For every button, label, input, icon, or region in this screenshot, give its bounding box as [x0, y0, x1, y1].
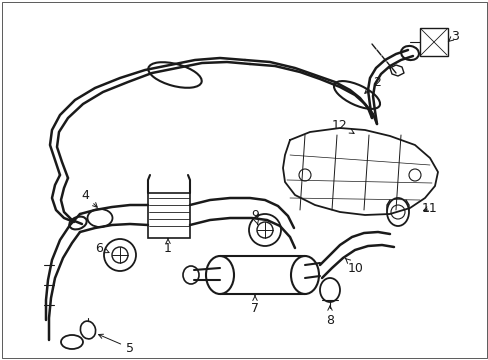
Text: 11: 11 [421, 202, 437, 215]
Text: 3: 3 [447, 30, 458, 42]
Text: 10: 10 [345, 258, 363, 275]
Bar [419, 28, 447, 56]
Text: 6: 6 [95, 242, 109, 255]
Text: 9: 9 [250, 208, 259, 224]
Text: 7: 7 [250, 296, 259, 315]
Text: 5: 5 [99, 334, 134, 355]
Text: 4: 4 [81, 189, 97, 207]
Text: 8: 8 [325, 306, 333, 327]
Text: 2: 2 [364, 76, 380, 93]
Bar [148, 193, 190, 238]
Text: 12: 12 [331, 118, 353, 134]
Text: 1: 1 [164, 239, 172, 255]
